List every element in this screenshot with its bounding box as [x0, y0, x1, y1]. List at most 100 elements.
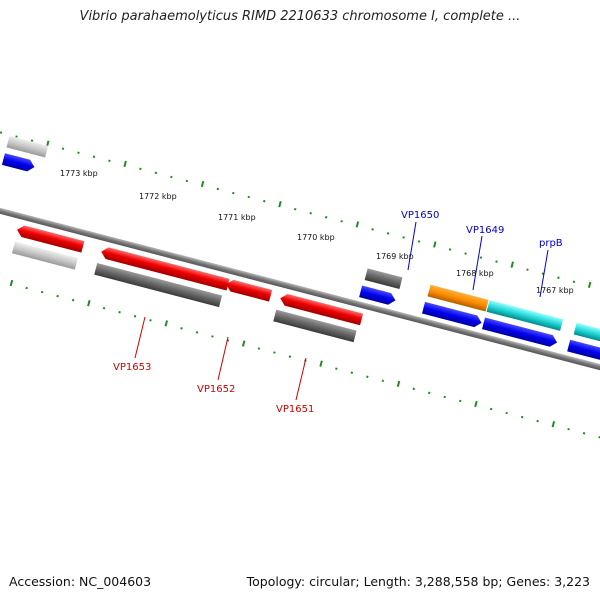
minor-tick	[108, 159, 111, 163]
minor-tick	[25, 286, 28, 290]
major-tick	[46, 140, 50, 147]
gene-feature-left-grey-lower[interactable]	[11, 241, 78, 270]
major-tick	[433, 241, 437, 248]
kbp-label-1773: 1773 kbp	[60, 169, 98, 178]
minor-tick	[216, 187, 220, 191]
minor-tick	[371, 228, 374, 231]
minor-tick	[458, 399, 462, 403]
minor-tick	[288, 355, 292, 358]
gene-feature-vp1652[interactable]	[225, 278, 273, 302]
minor-tick	[257, 347, 261, 350]
minor-tick	[350, 371, 354, 374]
gene-feature-right-blue[interactable]	[567, 339, 600, 370]
minor-tick	[335, 367, 338, 370]
minor-tick	[582, 432, 586, 435]
minor-tick	[149, 319, 152, 322]
gene-feature-left-red[interactable]	[16, 224, 85, 253]
kbp-label-1771: 1771 kbp	[218, 213, 256, 222]
gene-feature-grey-vp1650[interactable]	[364, 268, 403, 290]
feature-cyan-right[interactable]	[573, 322, 600, 350]
major-tick	[474, 400, 478, 408]
major-tick	[551, 421, 556, 428]
minor-tick	[92, 155, 96, 158]
minor-tick	[489, 407, 493, 411]
minor-tick	[381, 379, 385, 383]
minor-tick	[56, 294, 59, 298]
minor-tick	[232, 191, 235, 195]
minor-tick	[263, 199, 266, 203]
major-tick	[396, 380, 401, 388]
minor-tick	[505, 411, 508, 415]
minor-tick	[30, 139, 34, 142]
minor-tick	[386, 232, 390, 235]
major-tick	[200, 180, 205, 188]
minor-tick	[443, 395, 446, 399]
gene-feature-left-grey[interactable]	[6, 135, 49, 158]
major-tick	[319, 360, 323, 367]
minor-tick	[102, 306, 106, 310]
minor-tick	[464, 252, 467, 255]
gene-feature-prpb[interactable]	[482, 317, 559, 349]
minor-tick	[526, 268, 529, 271]
minor-tick	[211, 335, 214, 338]
topology-text: Topology: circular; Length: 3,288,558 bp…	[246, 574, 590, 589]
minor-tick	[15, 135, 18, 138]
minor-tick	[366, 375, 369, 378]
gene-feature-left-blue[interactable]	[1, 153, 36, 173]
accession-text: Accession: NC_004603	[9, 574, 152, 589]
minor-tick	[77, 151, 80, 154]
minor-tick	[479, 256, 483, 259]
minor-tick	[340, 220, 343, 223]
gene-feature-vp1650[interactable]	[359, 285, 397, 307]
gene-label-vp1651[interactable]: VP1651	[276, 404, 314, 415]
gene-label-vp1649[interactable]: VP1649	[466, 225, 504, 236]
minor-tick	[118, 311, 121, 314]
outer-tick-track	[0, 131, 592, 289]
major-tick	[587, 281, 592, 289]
gene-label-vp1652[interactable]: VP1652	[197, 384, 235, 395]
major-tick	[241, 340, 246, 347]
minor-tick	[293, 207, 297, 211]
minor-tick	[572, 280, 576, 284]
kbp-label-1769: 1769 kbp	[376, 252, 414, 261]
gene-feature-vp1651[interactable]	[279, 292, 364, 326]
minor-tick	[195, 331, 199, 334]
kbp-label-1770: 1770 kbp	[297, 233, 335, 242]
minor-tick	[154, 171, 158, 175]
minor-tick	[71, 298, 75, 302]
kbp-label-1767: 1767 kbp	[536, 286, 574, 295]
major-tick	[355, 221, 360, 228]
minor-tick	[185, 179, 189, 183]
major-tick	[9, 279, 14, 287]
major-tick	[87, 300, 91, 307]
minor-tick	[324, 216, 328, 219]
map-title: Vibrio parahaemolyticus RIMD 2210633 chr…	[79, 9, 521, 24]
gene-label-prpb[interactable]: prpB	[539, 238, 563, 249]
minor-tick	[567, 427, 570, 431]
minor-tick	[170, 175, 173, 179]
gene-feature-grey-vp1651[interactable]	[273, 309, 357, 343]
major-tick	[164, 320, 168, 327]
kbp-label-1768: 1768 kbp	[456, 269, 494, 278]
rna-feature-vp1649[interactable]	[427, 284, 489, 312]
feature-cyan-prpb[interactable]	[486, 300, 564, 331]
gene-feature-vp1653[interactable]	[100, 246, 230, 291]
minor-tick	[139, 167, 142, 171]
minor-tick	[309, 211, 312, 215]
minor-tick	[412, 387, 415, 391]
minor-tick	[428, 391, 431, 395]
gene-feature-vp1649[interactable]	[422, 301, 483, 329]
gene-label-vp1653[interactable]: VP1653	[113, 362, 151, 373]
gene-label-vp1650[interactable]: VP1650	[401, 210, 439, 221]
kbp-label-1772: 1772 kbp	[139, 192, 177, 201]
minor-tick	[448, 248, 452, 251]
gene-feature-grey-vp1653[interactable]	[94, 263, 223, 308]
major-tick	[123, 160, 127, 168]
minor-tick	[417, 240, 421, 243]
minor-tick	[133, 315, 137, 318]
minor-tick	[40, 290, 44, 294]
minor-tick	[247, 195, 250, 199]
major-tick	[278, 201, 282, 208]
minor-tick	[0, 131, 3, 134]
